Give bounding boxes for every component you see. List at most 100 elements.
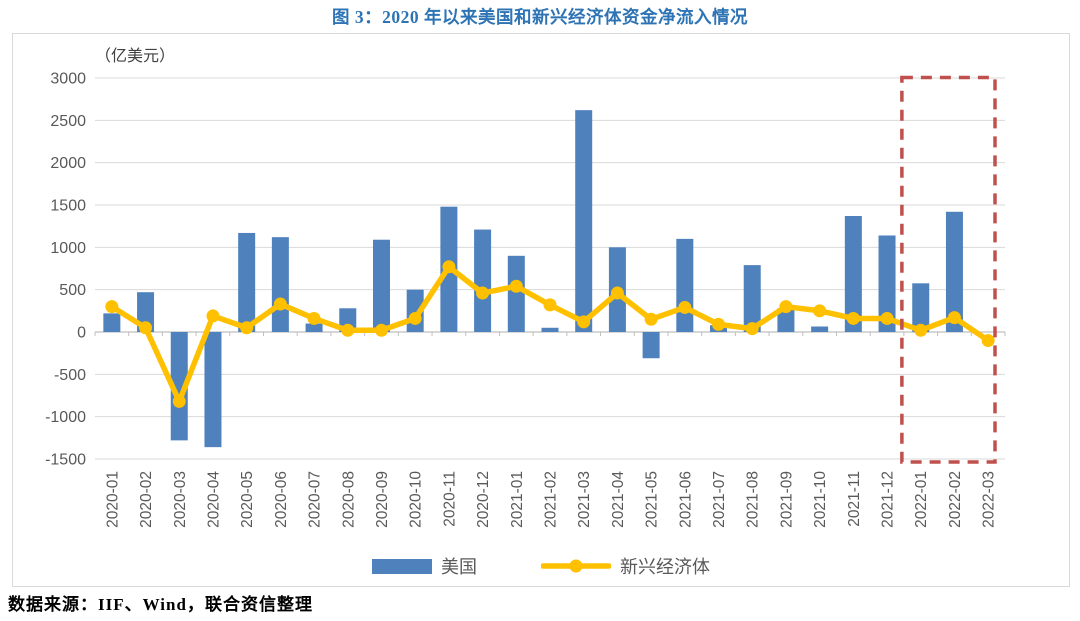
figure-title: 图 3：2020 年以来美国和新兴经济体资金净流入情况 [332,7,748,27]
bar-2020-04 [204,332,222,448]
x-label-2021-10: 2021-10 [812,471,829,528]
x-label-2021-01: 2021-01 [509,471,526,528]
bar-2021-09 [777,308,795,332]
point-2020-11 [442,260,456,274]
bar-2021-10 [811,326,829,332]
bar-2022-02 [945,211,963,332]
point-2020-12 [476,286,490,300]
x-axis-ticks [94,332,1006,336]
point-2022-01 [914,323,928,337]
point-2021-06 [678,300,692,314]
x-label-2020-01: 2020-01 [104,471,121,528]
bar-2021-11 [844,216,862,332]
x-axis-labels: 2020-01 2020-02 2020-03 2020-04 2020-05 2020-… [104,471,997,528]
bar-2021-01 [507,255,525,332]
x-label-2021-02: 2021-02 [543,471,560,528]
gridlines [95,77,1005,460]
x-label-2020-07: 2020-07 [307,471,324,528]
chart-frame: 3000 2500 2000 1500 1000 500 0 -500 -1000 -1500 20… [12,33,1070,587]
x-label-2020-04: 2020-04 [205,471,222,528]
point-2021-03 [577,315,591,329]
point-2021-08 [745,322,759,336]
point-2020-02 [139,321,153,335]
bar-2022-01 [912,283,930,332]
svg-text:-1000: -1000 [45,409,86,426]
x-label-2021-09: 2021-09 [778,471,795,528]
point-2021-12 [880,311,894,325]
bar-2020-07 [305,323,323,332]
x-label-2020-06: 2020-06 [273,471,290,528]
legend-label-em: 新兴经济体 [620,557,710,577]
x-label-2021-11: 2021-11 [846,471,863,527]
svg-text:3000: 3000 [50,71,86,88]
point-2020-10 [408,311,422,325]
svg-text:500: 500 [59,282,86,299]
us-bars-series [103,110,963,448]
x-label-2021-08: 2021-08 [745,471,762,528]
x-label-2020-11: 2020-11 [441,471,458,527]
point-2021-07 [712,317,726,331]
x-label-2021-12: 2021-12 [880,471,897,528]
point-2020-01 [105,300,119,314]
point-2022-02 [947,311,961,325]
bar-2021-06 [676,238,694,332]
bar-2021-12 [878,235,896,332]
y-axis-tick-labels: 3000 2500 2000 1500 1000 500 0 -500 -1000 -1500 [45,71,86,469]
x-label-2020-08: 2020-08 [340,471,357,528]
data-source-note: 数据来源：IIF、Wind，联合资信整理 [8,595,313,614]
chart-canvas-wrap: 3000 2500 2000 1500 1000 500 0 -500 -1000 -1500 20… [13,34,1069,591]
point-2020-08 [341,323,355,337]
bar-2020-03 [170,332,188,441]
x-label-2021-05: 2021-05 [644,471,661,528]
legend-item-us: 美国 [372,553,477,579]
point-2021-09 [779,300,793,314]
point-2021-05 [644,312,658,326]
point-2020-07 [307,311,321,325]
svg-text:2000: 2000 [50,155,86,172]
x-label-2020-10: 2020-10 [408,471,425,528]
point-2020-03 [172,394,186,408]
point-2020-04 [206,309,220,323]
bar-2021-02 [541,327,559,332]
point-2022-03 [981,333,995,347]
bar-2020-01 [103,313,121,332]
y-axis-unit-label: （亿美元） [95,48,176,65]
x-label-2021-07: 2021-07 [711,471,728,528]
x-label-2022-03: 2022-03 [981,471,998,528]
point-2021-11 [846,311,860,325]
point-2020-06 [273,297,287,311]
point-2020-05 [240,321,254,335]
bar-2020-05 [238,232,256,332]
highlight-box-2022 [900,75,997,464]
x-label-2020-02: 2020-02 [138,471,155,528]
point-2021-04 [610,286,624,300]
point-2020-09 [374,323,388,337]
capital-flows-chart: 3000 2500 2000 1500 1000 500 0 -500 -1000 -1500 20… [45,71,1006,528]
svg-text:-500: -500 [54,367,86,384]
svg-text:-1500: -1500 [45,452,86,469]
x-label-2020-05: 2020-05 [239,471,256,528]
x-label-2021-03: 2021-03 [576,471,593,528]
legend-label-us: 美国 [441,557,477,577]
us-bar-swatch [372,558,432,574]
legend-item-em: 新兴经济体 [541,553,710,579]
svg-text:0: 0 [77,325,86,342]
x-label-2022-01: 2022-01 [913,471,930,528]
svg-text:1500: 1500 [50,198,86,215]
x-label-2022-02: 2022-02 [947,471,964,528]
point-2021-02 [543,298,557,312]
bar-2020-09 [372,239,390,332]
bar-2020-06 [271,237,289,332]
chart-legend: 美国 新兴经济体 [13,553,1069,579]
x-label-2021-04: 2021-04 [610,471,627,528]
em-line-swatch [541,559,611,573]
bar-2021-03 [575,110,593,332]
bar-2021-08 [743,265,761,332]
svg-text:1000: 1000 [50,240,86,257]
em-line-series [105,260,995,408]
x-label-2020-03: 2020-03 [172,471,189,528]
x-label-2020-09: 2020-09 [374,471,391,528]
bar-2021-05 [642,332,660,359]
x-label-2021-06: 2021-06 [677,471,694,528]
